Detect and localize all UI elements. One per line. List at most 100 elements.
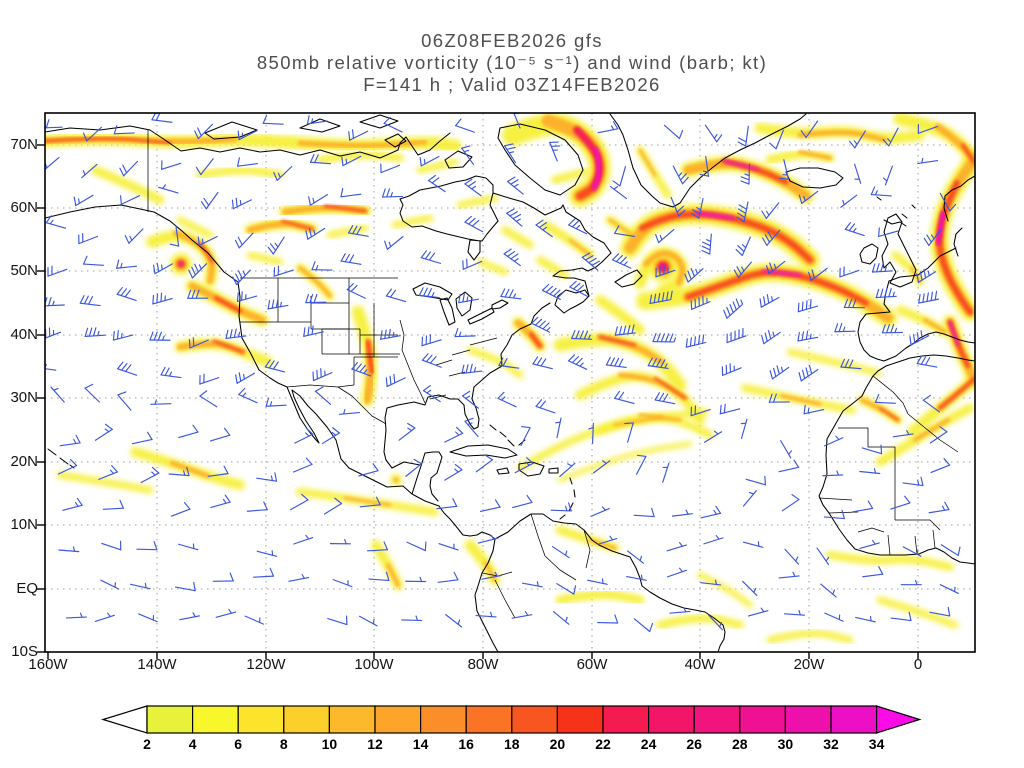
coastline-path: [449, 444, 518, 459]
wind-barb: [150, 399, 172, 405]
wind-barb: [246, 501, 268, 512]
wind-barb: [820, 583, 837, 598]
wind-barb: [293, 534, 314, 545]
colorbar-cell: [146, 705, 194, 734]
colorbar-tick-2: 2: [143, 736, 151, 752]
wind-barb: [236, 291, 258, 302]
wind-barb: [101, 540, 122, 551]
wind-barb: [587, 578, 608, 585]
wind-barb: [47, 265, 68, 277]
wind-barb: [691, 197, 704, 219]
wind-barb: [922, 394, 941, 413]
vorticity-filament: [198, 241, 215, 264]
wind-barb: [761, 330, 781, 345]
wind-barb: [742, 580, 758, 596]
wind-barb: [522, 581, 543, 588]
wind-barb: [892, 430, 914, 438]
coastline-path: [917, 247, 957, 276]
coastline-path: [569, 477, 573, 485]
wind-barb: [45, 156, 60, 171]
wind-barb: [532, 356, 553, 370]
wind-barb: [881, 324, 904, 334]
border-path: [818, 497, 853, 501]
wind-barb: [235, 372, 255, 384]
wind-barb: [797, 299, 819, 313]
wind-barb: [900, 579, 922, 586]
wind-barb: [188, 337, 209, 349]
wind-barb: [939, 584, 959, 595]
wind-barb: [200, 191, 219, 210]
border-path: [494, 579, 516, 619]
wind-barb: [871, 262, 893, 273]
wind-barb: [210, 494, 231, 508]
wind-barb: [149, 331, 171, 341]
wind-barb: [346, 283, 366, 299]
wind-barb: [531, 316, 551, 333]
wind-barb: [748, 607, 769, 617]
wind-barb: [475, 611, 497, 618]
wind-barb: [597, 614, 619, 624]
wind-barb: [655, 228, 675, 244]
wind-barb: [916, 355, 938, 368]
vorticity-filament: [798, 150, 832, 160]
wind-barb: [939, 192, 957, 212]
wind-barb: [823, 509, 845, 520]
wind-barb: [917, 124, 938, 134]
wind-barb: [684, 267, 704, 283]
wind-barb: [840, 194, 858, 208]
vorticity-filament: [826, 551, 954, 571]
wind-barb: [45, 296, 65, 307]
coastline-path: [883, 219, 907, 227]
wind-barb: [762, 229, 781, 246]
coastline-path: [573, 489, 576, 498]
coastline-path: [497, 123, 584, 196]
vorticity-filament: [948, 320, 960, 347]
colorbar-cell: [830, 705, 878, 734]
wind-barb: [808, 267, 828, 282]
colorbar-tick-4: 4: [188, 736, 197, 752]
border-path: [435, 359, 453, 366]
coastline-path: [857, 280, 975, 362]
wind-barb: [308, 194, 328, 206]
vorticity-blob: [179, 262, 183, 266]
coastline-path: [467, 307, 495, 325]
wind-barb: [567, 354, 588, 370]
grid-lines: [45, 113, 975, 652]
wind-barb: [855, 615, 876, 623]
wind-barb: [444, 463, 463, 481]
wind-barb: [701, 233, 712, 255]
wind-barb: [568, 218, 588, 235]
wind-barb: [475, 454, 493, 473]
wind-barb: [427, 174, 446, 193]
wind-barb: [267, 298, 289, 310]
coastline-path: [881, 213, 917, 288]
wind-barb: [781, 494, 800, 512]
wind-barb: [612, 166, 627, 187]
wind-barb: [498, 357, 520, 369]
colorbar-cell: [556, 705, 604, 734]
wind-barb: [902, 546, 922, 557]
wind-barb: [273, 166, 293, 181]
wind-barb: [244, 615, 265, 625]
wind-barb: [816, 547, 830, 566]
wind-barb: [234, 232, 254, 249]
wind-barb: [194, 123, 213, 140]
wind-barb: [859, 539, 880, 550]
wind-barb: [309, 153, 332, 165]
wind-barb: [419, 155, 440, 167]
wind-barb: [840, 358, 862, 370]
colorbar-cell: [784, 705, 832, 734]
wind-barb: [455, 118, 476, 133]
wind-barb: [290, 493, 309, 511]
vorticity-filament: [722, 159, 760, 171]
wind-barb: [590, 506, 610, 517]
wind-barb: [769, 129, 784, 150]
border-path: [544, 555, 577, 581]
colorbar-tick-12: 12: [367, 736, 383, 752]
wind-barb: [647, 357, 669, 370]
wind-barb: [626, 574, 647, 581]
border-path: [469, 337, 498, 346]
border-path: [530, 513, 546, 557]
vorticity-filament: [879, 407, 899, 421]
